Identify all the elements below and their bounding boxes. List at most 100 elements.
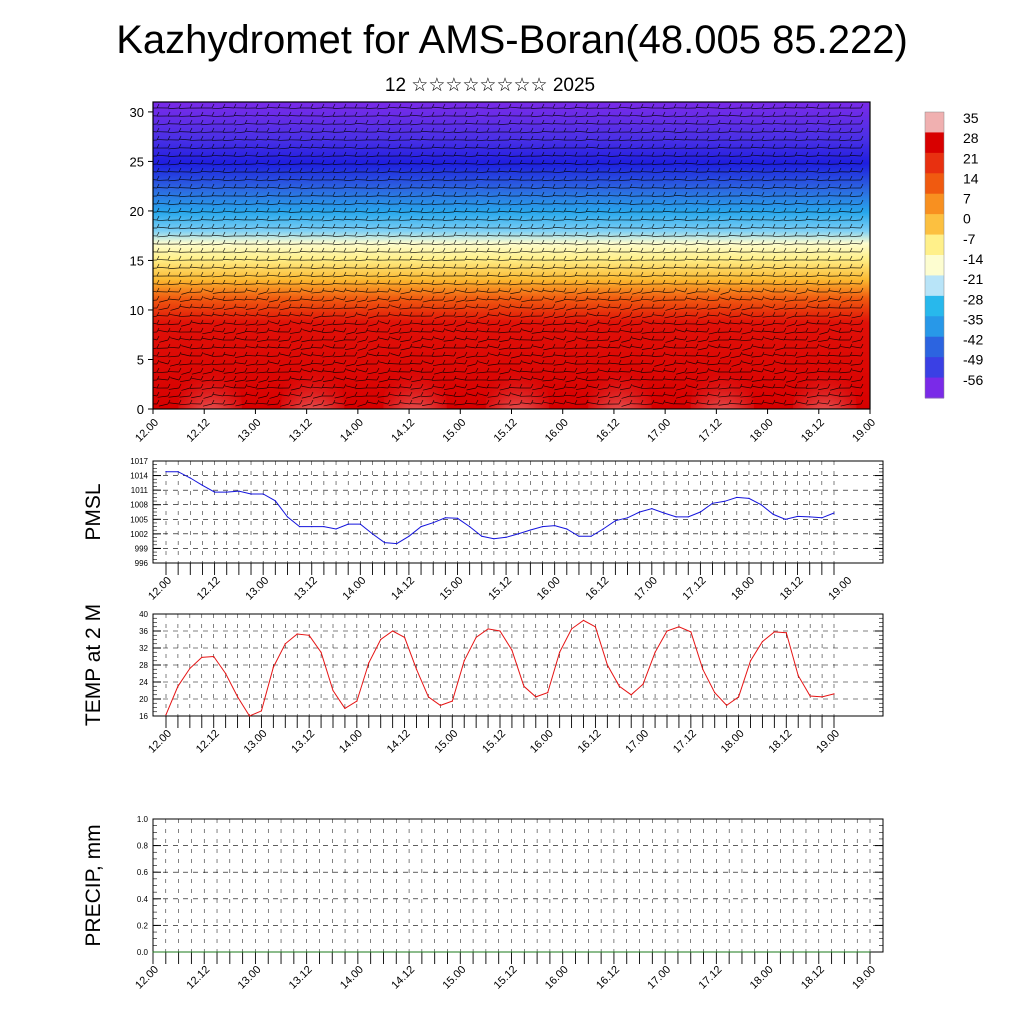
- data-point: [213, 655, 215, 658]
- data-point: [699, 511, 702, 513]
- data-point: [666, 630, 668, 632]
- data-point: [308, 634, 310, 636]
- colorbar-segment: [925, 112, 944, 133]
- data-point: [320, 651, 322, 653]
- colorbar-label: 14: [963, 170, 979, 186]
- data-point: [792, 951, 794, 953]
- data-point: [785, 632, 787, 634]
- data-point: [420, 525, 422, 528]
- x-tick-label: 17.12: [671, 728, 699, 756]
- data-point: [403, 636, 406, 638]
- data-point: [306, 951, 308, 953]
- data-point: [809, 695, 811, 697]
- wind-barbs: [153, 103, 864, 407]
- data-point: [439, 704, 441, 706]
- data-point: [286, 516, 289, 518]
- y-tick-label: 0.8: [137, 842, 149, 851]
- x-tick-label: 17.00: [645, 964, 673, 992]
- data-point: [761, 641, 764, 643]
- data-point: [357, 951, 359, 953]
- data-point: [446, 951, 449, 953]
- colorbar-label: 35: [963, 110, 979, 126]
- data-point: [754, 951, 756, 953]
- data-point: [177, 685, 179, 687]
- x-tick-label: 15.00: [440, 964, 468, 992]
- data-point: [830, 951, 833, 953]
- colorbar-segment: [925, 173, 944, 195]
- colorbar-segment: [925, 193, 944, 215]
- x-tick-label: 13.00: [242, 728, 270, 756]
- colorbar-label: 28: [963, 130, 979, 146]
- x-tick-label: 16.12: [576, 728, 604, 756]
- data-point: [748, 497, 750, 499]
- x-tick-label: 19.00: [814, 728, 842, 756]
- y-tick-label: 1005: [130, 515, 148, 524]
- data-point: [229, 951, 231, 953]
- data-point: [541, 525, 544, 528]
- y-tick-label: 5: [137, 352, 144, 367]
- x-tick-label: 13.00: [243, 575, 271, 603]
- x-tick-label: 12.12: [184, 964, 212, 992]
- x-tick-label: 13.12: [289, 728, 317, 756]
- warm-core: [690, 353, 755, 409]
- y-tick-label: 20: [130, 204, 144, 219]
- x-tick-label: 14.12: [385, 728, 413, 756]
- data-point: [797, 675, 799, 677]
- data-point: [690, 951, 692, 953]
- data-point: [614, 520, 616, 522]
- data-point: [574, 951, 577, 953]
- data-point: [773, 631, 775, 633]
- data-point: [499, 630, 501, 632]
- x-tick-label: 14.00: [338, 964, 366, 992]
- x-tick-label: 13.12: [287, 964, 315, 992]
- data-point: [594, 626, 597, 628]
- data-point: [469, 525, 471, 528]
- colorbar-segment: [925, 132, 944, 154]
- y-tick-label: 1017: [130, 457, 148, 466]
- data-point: [415, 668, 418, 670]
- data-point: [678, 626, 680, 628]
- data-point: [547, 692, 549, 694]
- colorbar-segment: [925, 214, 944, 236]
- data-point: [535, 696, 537, 698]
- x-tick-label: 16.12: [594, 964, 622, 992]
- data-point: [511, 649, 513, 651]
- data-point: [690, 631, 692, 633]
- data-point: [359, 523, 361, 525]
- colorbar-segment: [925, 275, 944, 297]
- data-point: [284, 643, 286, 645]
- y-tick-label: 1011: [131, 486, 149, 495]
- data-point: [189, 667, 191, 670]
- data-point: [427, 696, 430, 698]
- colorbar-label: -21: [963, 271, 983, 287]
- data-point: [626, 517, 629, 519]
- y-tick-label: 30: [130, 105, 144, 120]
- temp-panel: 16 20 24 28 32 36 40 12.00 12.12 13.00 13.12 14.00 1…: [82, 604, 884, 756]
- data-point: [805, 951, 807, 953]
- data-point: [323, 525, 325, 528]
- x-tick-label: 15.12: [486, 575, 514, 603]
- data-point: [796, 515, 799, 517]
- data-point: [408, 951, 410, 953]
- data-point: [736, 496, 738, 499]
- x-tick-label: 17.00: [645, 417, 673, 445]
- x-tick-label: 12.12: [194, 728, 222, 756]
- data-point: [178, 951, 180, 953]
- data-point: [408, 535, 410, 537]
- x-tick-label: 18.12: [799, 417, 827, 445]
- data-point: [517, 533, 519, 535]
- data-point: [651, 508, 653, 510]
- data-point: [818, 951, 820, 953]
- x-tick-label: 17.12: [681, 575, 709, 603]
- data-point: [724, 500, 726, 502]
- data-point: [687, 516, 689, 518]
- data-point: [432, 522, 434, 524]
- x-tick-label: 19.00: [850, 964, 878, 992]
- data-point: [741, 951, 743, 953]
- data-point: [613, 951, 615, 953]
- data-point: [481, 535, 483, 537]
- data-point: [216, 951, 218, 953]
- data-point: [602, 528, 604, 530]
- x-tick-label: 15.00: [438, 575, 466, 603]
